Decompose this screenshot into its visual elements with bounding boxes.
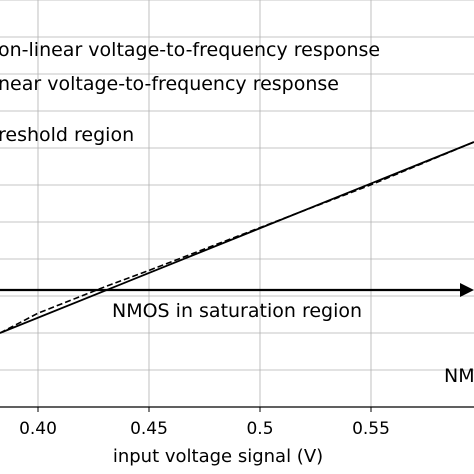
saturation-arrow: [0, 283, 474, 297]
x-tick-label: 0.55: [352, 419, 390, 439]
legend-label-nonlinear: on-linear voltage-to-frequency response: [0, 39, 380, 61]
series-line-nonlinear: [0, 141, 474, 334]
nmos-partial-label: NM: [444, 365, 474, 387]
legend-label-linear: near voltage-to-frequency response: [0, 73, 339, 95]
x-ticks: 0.400.450.50.550: [19, 407, 390, 439]
x-tick-label: 0.45: [130, 419, 168, 439]
threshold-region-label: reshold region: [0, 124, 134, 146]
saturation-region-label: NMOS in saturation region: [112, 300, 362, 322]
series: [0, 141, 474, 334]
x-axis-label: input voltage signal (V): [113, 446, 323, 467]
legend: on-linear voltage-to-frequency response …: [0, 39, 380, 95]
series-line-linear: [0, 141, 474, 334]
x-tick-label: 0.5: [246, 419, 273, 439]
x-tick-label: 0.40: [19, 419, 57, 439]
grid: [0, 0, 474, 408]
